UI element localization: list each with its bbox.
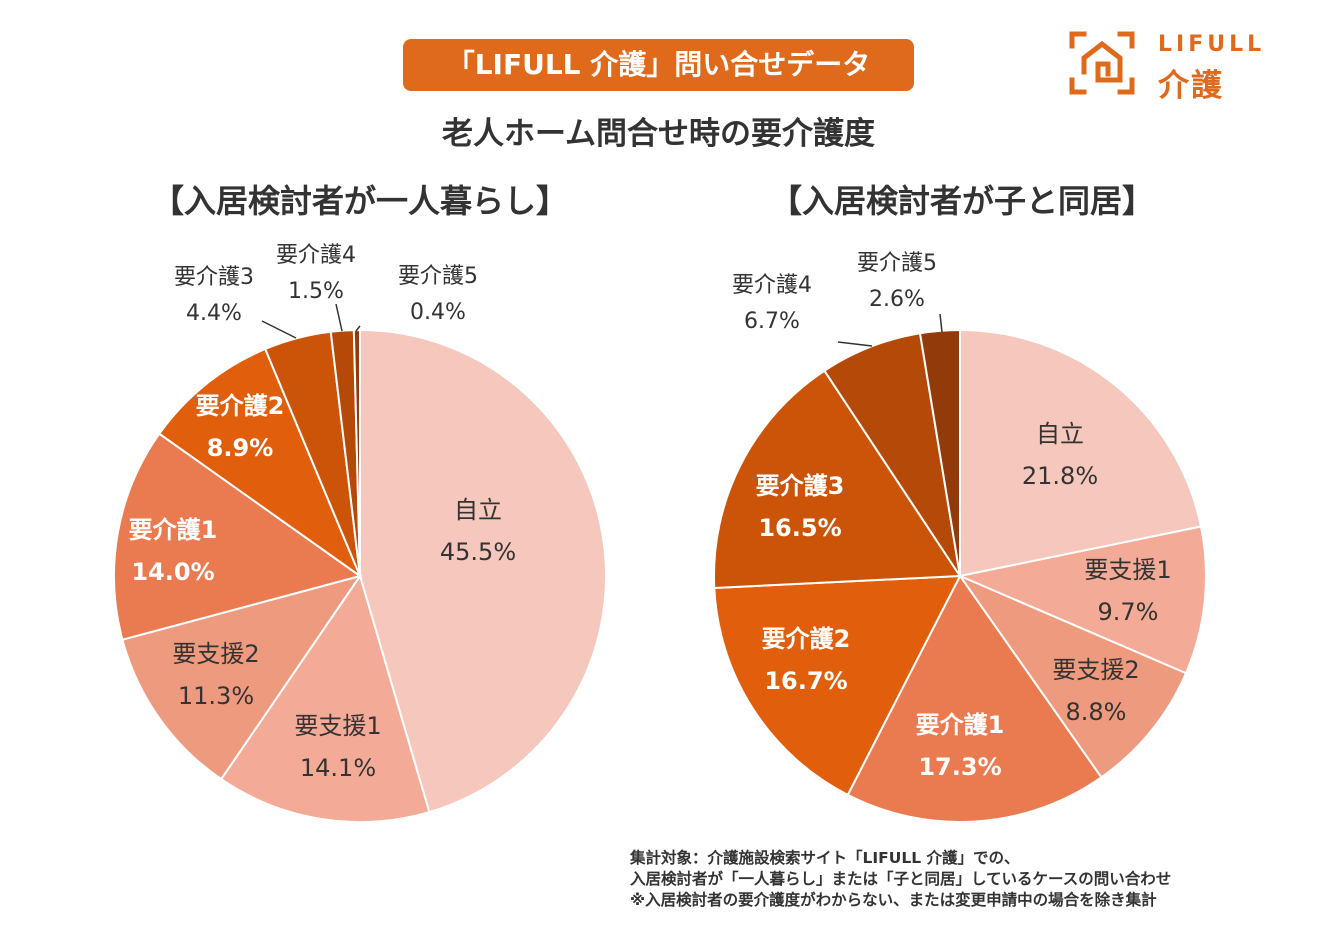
slice-value-label: 14.1% [300,754,376,782]
slice-category-label: 要介護3 [174,265,254,290]
slice-value-label: 14.0% [131,558,214,586]
pie-slice [956,525,1208,675]
slice-category-label: 要介護1 [916,711,1005,739]
slice-value-label: 17.3% [918,753,1001,781]
pie-slice [918,328,961,577]
slice-category-label: 要支援2 [1052,656,1139,684]
pie-slice [713,574,962,797]
leader-line [939,313,943,333]
slice-category-label: 要介護4 [732,273,812,298]
slice-category-label: 要介護1 [129,516,218,544]
pie-slice [846,574,1103,823]
logo-text-lifull: LIFULL [1158,32,1266,57]
leader-line [355,325,361,332]
slice-category-label: 要介護5 [857,251,937,276]
slice-value-label: 21.8% [1022,462,1098,490]
leader-line [335,303,343,332]
page-subtitle: 老人ホーム問合せ時の要介護度 [441,116,876,152]
logo-text-kaigo: 介護 [1158,68,1224,104]
slice-value-label: 9.7% [1098,598,1159,626]
slice-value-label: 6.7% [744,309,800,334]
slice-category-label: 要介護5 [398,264,478,289]
footnote-line: ※入居検討者の要介護度がわからない、または変更申請中の場合を除き集計 [630,891,1157,909]
slice-value-label: 16.5% [758,514,841,542]
pie-slice [121,574,363,781]
chart-title-living-with-child: 【入居検討者が子と同居】 [769,182,1154,220]
lifull-logo: LIFULL 介護 [1068,30,1278,104]
pie-slice [713,369,962,590]
leader-line [261,320,297,339]
slice-value-label: 45.5% [440,538,516,566]
slice-value-label: 4.4% [186,301,242,326]
slice-category-label: 自立 [1036,420,1084,448]
slice-category-label: 要支援2 [172,640,259,668]
header-banner: 「LIFULL 介護」問い合せデータ [403,39,914,91]
pie-slice [359,328,607,814]
pie-slice [219,573,431,823]
footnote: 集計対象：介護施設検索サイト「LIFULL 介護」での、 入居検討者が「一人暮ら… [630,848,1171,911]
house-logo-icon [1069,31,1135,95]
leader-line [837,341,873,347]
pie-slice [959,328,1203,578]
chart-title-living-alone: 【入居検討者が一人暮らし】 [151,182,568,220]
slice-value-label: 8.8% [1066,698,1127,726]
slice-category-label: 要介護2 [196,392,285,420]
slice-value-label: 0.4% [410,300,466,325]
slice-category-label: 要介護3 [756,472,845,500]
slice-category-label: 要支援1 [1084,556,1171,584]
slice-value-label: 2.6% [869,287,925,312]
slice-value-label: 11.3% [178,682,254,710]
slice-category-label: 要介護2 [762,625,851,653]
slice-category-label: 要介護4 [276,243,356,268]
pie-slice [113,432,363,641]
slice-category-label: 自立 [454,496,502,524]
pie-slice [157,347,363,579]
footnote-line: 入居検討者が「一人暮らし」または「子と同居」しているケースの問い合わせ [630,870,1172,888]
slice-value-label: 8.9% [207,434,274,462]
slice-category-label: 要支援1 [294,712,381,740]
slice-value-label: 16.7% [764,667,847,695]
footnote-line: 集計対象：介護施設検索サイト「LIFULL 介護」での、 [630,849,1020,867]
pie-slice [957,573,1188,779]
slice-value-label: 1.5% [288,279,344,304]
